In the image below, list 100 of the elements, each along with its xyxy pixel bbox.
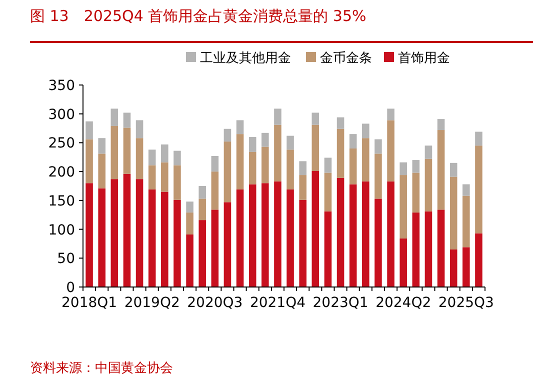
bar	[148, 150, 156, 166]
bar	[224, 202, 232, 287]
bar	[412, 212, 420, 287]
bar	[299, 200, 306, 287]
bar	[299, 175, 306, 200]
bar	[349, 148, 357, 184]
bar	[224, 128, 232, 142]
x-tick-label: 2020Q3	[187, 295, 243, 311]
bar	[86, 121, 93, 140]
bar	[424, 211, 432, 287]
bar	[136, 179, 144, 287]
legend-label: 金币金条	[320, 51, 372, 66]
bar	[110, 126, 118, 180]
y-tick-label: 250	[48, 136, 75, 152]
bar	[374, 154, 382, 199]
bar	[437, 130, 445, 210]
bar	[148, 189, 156, 287]
bar	[286, 136, 294, 150]
bar	[110, 108, 118, 126]
bar	[286, 189, 294, 287]
bar	[136, 138, 144, 180]
bar	[336, 128, 344, 178]
bar	[412, 160, 420, 173]
bar	[198, 198, 206, 220]
bar	[374, 139, 382, 154]
bar	[198, 186, 206, 199]
bar	[98, 138, 106, 154]
bar	[86, 139, 93, 184]
bar	[424, 146, 432, 159]
bar	[400, 238, 407, 287]
bar	[475, 146, 482, 234]
bar	[450, 162, 458, 177]
bar	[349, 134, 357, 148]
y-tick-label: 200	[48, 164, 75, 181]
bar	[98, 188, 106, 287]
bar	[186, 234, 194, 287]
bar	[161, 162, 168, 192]
bar	[286, 150, 294, 190]
bar	[248, 184, 256, 287]
bar	[437, 119, 445, 130]
bar	[274, 181, 282, 287]
bar	[186, 202, 194, 213]
bar	[274, 108, 282, 125]
bar	[462, 196, 470, 248]
x-tick-label: 2025Q3	[438, 295, 494, 311]
bar	[387, 108, 394, 120]
bar	[174, 200, 181, 287]
bar	[248, 152, 256, 184]
bar	[362, 124, 370, 138]
x-tick-label: 2019Q2	[124, 295, 180, 311]
bar	[349, 184, 357, 287]
title: 图 13 2025Q4 首饰用金占黄金消费总量的 35%	[30, 7, 366, 25]
legend-label: 首饰用金	[398, 51, 450, 66]
bar	[224, 142, 232, 202]
x-tick-label: 2018Q1	[62, 295, 118, 311]
bar	[312, 170, 320, 287]
legend-label: 工业及其他用金	[200, 51, 291, 66]
bar	[450, 249, 458, 287]
y-tick-label: 0	[66, 280, 75, 296]
bar	[412, 172, 420, 213]
bar	[274, 124, 282, 182]
bar	[123, 112, 131, 128]
bar	[324, 158, 332, 173]
bar	[475, 132, 482, 146]
bar	[148, 165, 156, 190]
bar	[400, 175, 407, 239]
y-tick-label: 300	[48, 106, 75, 123]
bar	[450, 176, 458, 250]
bar	[123, 128, 131, 174]
bar	[387, 181, 394, 287]
bar	[336, 178, 344, 287]
bar	[236, 120, 244, 134]
x-tick-label: 2023Q1	[312, 295, 368, 311]
bar	[387, 120, 394, 182]
bar	[98, 154, 106, 188]
bar	[262, 146, 269, 184]
bar	[161, 144, 168, 162]
bar	[262, 183, 269, 287]
bar	[86, 183, 93, 287]
bar	[211, 156, 219, 172]
x-tick-label: 2021Q4	[250, 295, 306, 311]
x-tick-label: 2024Q2	[376, 295, 432, 311]
bar	[475, 233, 482, 287]
bar	[174, 150, 181, 166]
bar	[362, 181, 370, 287]
bar	[174, 165, 181, 200]
bar	[324, 172, 332, 212]
text: 资料来源：中国黄金协会	[30, 361, 173, 376]
bar	[362, 138, 370, 182]
bar	[299, 161, 306, 176]
bar	[236, 134, 244, 190]
y-tick-label: 50	[57, 251, 75, 268]
y-tick-label: 150	[48, 193, 75, 210]
bar	[336, 117, 344, 129]
bar	[312, 112, 320, 125]
bar	[236, 189, 244, 287]
bar	[324, 211, 332, 287]
bar	[136, 120, 144, 138]
bar	[437, 210, 445, 287]
bar	[248, 136, 256, 152]
